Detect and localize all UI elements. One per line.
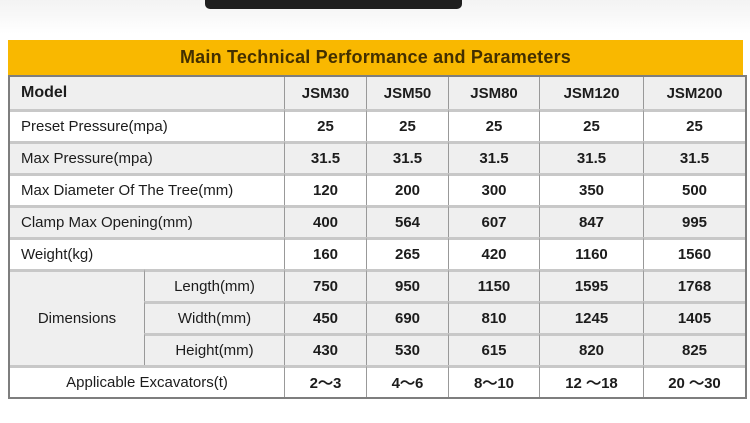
model-col-header: JSM50 bbox=[366, 77, 448, 109]
spec-value-cell: 25 bbox=[448, 109, 539, 141]
spec-value-cell: 200 bbox=[366, 173, 448, 205]
spec-value-cell: 31.5 bbox=[284, 141, 366, 173]
spec-value-cell: 31.5 bbox=[366, 141, 448, 173]
spec-value-cell: 25 bbox=[643, 109, 745, 141]
spec-value-cell: 25 bbox=[366, 109, 448, 141]
spec-value-cell: 160 bbox=[284, 237, 366, 269]
dimension-sub-label: Length(mm) bbox=[144, 269, 284, 301]
spec-value-cell: 1405 bbox=[643, 301, 745, 333]
spec-value-cell: 1595 bbox=[539, 269, 643, 301]
spec-value-cell: 500 bbox=[643, 173, 745, 205]
spec-value-cell: 820 bbox=[539, 333, 643, 365]
table-title: Main Technical Performance and Parameter… bbox=[8, 40, 743, 75]
spec-value-cell: 1245 bbox=[539, 301, 643, 333]
spec-value-cell: 615 bbox=[448, 333, 539, 365]
spec-value-cell: 400 bbox=[284, 205, 366, 237]
spec-value-cell: 12 ～18 bbox=[539, 365, 643, 397]
spec-row-applicable-excavators: Applicable Excavators(t) 2～3 4～6 8～10 12… bbox=[10, 365, 745, 397]
top-notch-bar bbox=[205, 0, 462, 9]
spec-value-cell: 1560 bbox=[643, 237, 745, 269]
model-col-header: JSM200 bbox=[643, 77, 745, 109]
spec-value-cell: 564 bbox=[366, 205, 448, 237]
spec-value-cell: 530 bbox=[366, 333, 448, 365]
spec-row-max-diameter: Max Diameter Of The Tree(mm) 120 200 300… bbox=[10, 173, 745, 205]
model-col-header: JSM80 bbox=[448, 77, 539, 109]
dimension-sub-label: Height(mm) bbox=[144, 333, 284, 365]
spec-row-label: Applicable Excavators(t) bbox=[10, 365, 284, 397]
spec-value-cell: 31.5 bbox=[448, 141, 539, 173]
spec-row-preset-pressure: Preset Pressure(mpa) 25 25 25 25 25 bbox=[10, 109, 745, 141]
spec-row-label: Max Pressure(mpa) bbox=[10, 141, 284, 173]
spec-value-cell: 20 ～30 bbox=[643, 365, 745, 397]
spec-value-cell: 810 bbox=[448, 301, 539, 333]
table-header-row: Model JSM30 JSM50 JSM80 JSM120 JSM200 bbox=[10, 77, 745, 109]
spec-table: Model JSM30 JSM50 JSM80 JSM120 JSM200 Pr… bbox=[8, 75, 747, 399]
spec-value-cell: 350 bbox=[539, 173, 643, 205]
spec-row-label: Max Diameter Of The Tree(mm) bbox=[10, 173, 284, 205]
spec-row-max-pressure: Max Pressure(mpa) 31.5 31.5 31.5 31.5 31… bbox=[10, 141, 745, 173]
spec-value-cell: 420 bbox=[448, 237, 539, 269]
spec-value-cell: 825 bbox=[643, 333, 745, 365]
spec-value-cell: 31.5 bbox=[539, 141, 643, 173]
spec-value-cell: 847 bbox=[539, 205, 643, 237]
spec-value-cell: 1160 bbox=[539, 237, 643, 269]
dimensions-group-label: Dimensions bbox=[10, 269, 144, 365]
model-col-header: JSM120 bbox=[539, 77, 643, 109]
spec-row-dimensions-height: Height(mm) 430 530 615 820 825 bbox=[10, 333, 745, 365]
spec-value-cell: 690 bbox=[366, 301, 448, 333]
spec-row-dimensions-width: Width(mm) 450 690 810 1245 1405 bbox=[10, 301, 745, 333]
model-header-label: Model bbox=[10, 77, 284, 109]
spec-value-cell: 300 bbox=[448, 173, 539, 205]
dimension-sub-label: Width(mm) bbox=[144, 301, 284, 333]
spec-value-cell: 265 bbox=[366, 237, 448, 269]
spec-value-cell: 450 bbox=[284, 301, 366, 333]
spec-value-cell: 750 bbox=[284, 269, 366, 301]
spec-value-cell: 950 bbox=[366, 269, 448, 301]
spec-value-cell: 1768 bbox=[643, 269, 745, 301]
spec-value-cell: 1150 bbox=[448, 269, 539, 301]
spec-row-dimensions-length: Dimensions Length(mm) 750 950 1150 1595 … bbox=[10, 269, 745, 365]
spec-value-cell: 4～6 bbox=[366, 365, 448, 397]
spec-value-cell: 430 bbox=[284, 333, 366, 365]
spec-value-cell: 120 bbox=[284, 173, 366, 205]
spec-row-label: Preset Pressure(mpa) bbox=[10, 109, 284, 141]
spec-value-cell: 25 bbox=[284, 109, 366, 141]
spec-value-cell: 8～10 bbox=[448, 365, 539, 397]
spec-row-label: Clamp Max Opening(mm) bbox=[10, 205, 284, 237]
spec-table-panel: Main Technical Performance and Parameter… bbox=[8, 40, 747, 399]
spec-value-cell: 2～3 bbox=[284, 365, 366, 397]
model-col-header: JSM30 bbox=[284, 77, 366, 109]
spec-value-cell: 607 bbox=[448, 205, 539, 237]
spec-value-cell: 31.5 bbox=[643, 141, 745, 173]
spec-row-clamp-opening: Clamp Max Opening(mm) 400 564 607 847 99… bbox=[10, 205, 745, 237]
spec-value-cell: 25 bbox=[539, 109, 643, 141]
spec-row-weight: Weight(kg) 160 265 420 1160 1560 bbox=[10, 237, 745, 269]
spec-row-label: Weight(kg) bbox=[10, 237, 284, 269]
spec-value-cell: 995 bbox=[643, 205, 745, 237]
